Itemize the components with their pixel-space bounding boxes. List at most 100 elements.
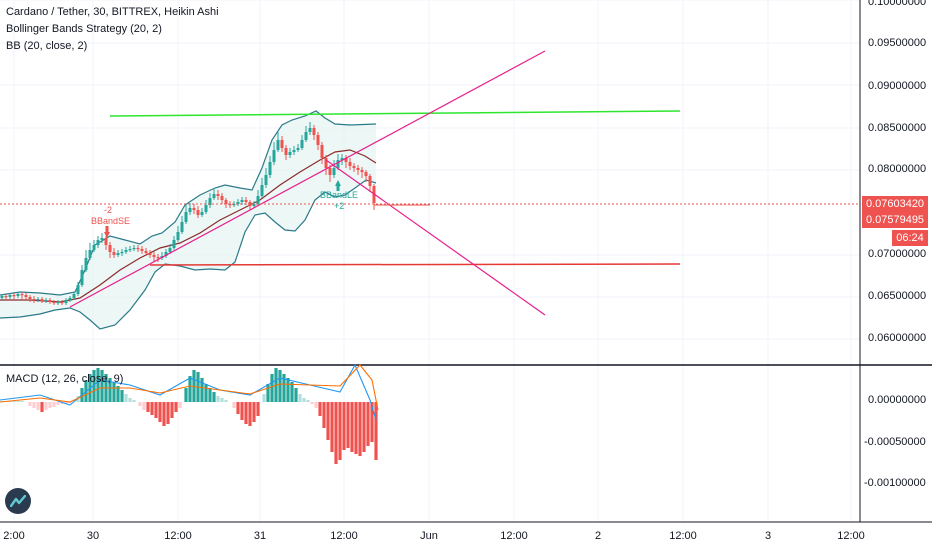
candle-body bbox=[60, 302, 64, 304]
candle-body bbox=[320, 145, 324, 158]
macd-axis-label: -0.00100000 bbox=[864, 477, 926, 489]
macd-histogram-bar bbox=[326, 402, 330, 440]
candle-body bbox=[80, 270, 84, 285]
candle-body bbox=[72, 294, 76, 298]
macd-histogram-bar bbox=[252, 402, 256, 422]
candle-body bbox=[12, 295, 16, 297]
candle-body bbox=[168, 248, 172, 252]
candle-body bbox=[352, 166, 356, 168]
candle-body bbox=[132, 248, 136, 250]
macd-histogram-bar bbox=[322, 402, 326, 428]
candle-body bbox=[140, 249, 144, 251]
current-price-badge: 0.07603420 bbox=[862, 196, 928, 212]
candle-body bbox=[192, 208, 196, 210]
macd-histogram-bar bbox=[16, 401, 20, 402]
macd-histogram-bar bbox=[282, 374, 286, 402]
candle-body bbox=[356, 168, 360, 170]
candle-body bbox=[228, 204, 232, 206]
macd-histogram-bar bbox=[154, 402, 158, 418]
macd-histogram-bar bbox=[158, 402, 162, 422]
candle-body bbox=[208, 198, 212, 205]
candle-body bbox=[116, 253, 120, 255]
time-axis-label: Jun bbox=[420, 530, 438, 542]
candle-body bbox=[48, 300, 52, 302]
macd-histogram-bar bbox=[256, 402, 260, 416]
macd-histogram-bar bbox=[290, 382, 294, 402]
macd-axis-label: -0.00050000 bbox=[864, 436, 926, 448]
countdown-badge: 06:24 bbox=[892, 230, 928, 246]
trend-line-down bbox=[325, 159, 546, 316]
candle-body bbox=[364, 172, 368, 176]
macd-histogram-bar bbox=[310, 402, 314, 404]
candle-body bbox=[252, 204, 256, 206]
candle-body bbox=[244, 200, 248, 202]
macd-histogram-bar bbox=[108, 378, 112, 402]
tradingview-logo-icon[interactable] bbox=[5, 488, 31, 514]
time-axis-label: 30 bbox=[86, 530, 100, 542]
price-axis-label: 0.09000000 bbox=[868, 80, 927, 92]
candle-body bbox=[296, 148, 300, 150]
macd-histogram-bar bbox=[240, 402, 244, 420]
candle-body bbox=[340, 158, 344, 160]
macd-histogram-bar bbox=[350, 402, 354, 452]
strategy-legend[interactable]: Bollinger Bands Strategy (20, 2) bbox=[6, 23, 162, 35]
candle-body bbox=[216, 194, 220, 196]
macd-histogram-bar bbox=[366, 402, 370, 446]
candle-body bbox=[272, 150, 276, 162]
candle-body bbox=[288, 152, 292, 155]
candle-body bbox=[156, 257, 160, 259]
candle-body bbox=[204, 205, 208, 212]
macd-histogram-bar bbox=[298, 394, 302, 402]
price-axis-label-top: 0.10000000 bbox=[868, 0, 927, 8]
candle-body bbox=[124, 250, 128, 252]
macd-legend[interactable]: MACD (12, 26, close, 9) bbox=[6, 373, 124, 385]
candle-body bbox=[104, 238, 108, 245]
candle-body bbox=[232, 204, 236, 206]
macd-histogram-bar bbox=[342, 402, 346, 450]
candle-body bbox=[224, 200, 228, 204]
candle-body bbox=[112, 252, 116, 255]
macd-histogram-bar bbox=[166, 402, 170, 424]
macd-signal-line bbox=[0, 364, 379, 411]
bb-legend[interactable]: BB (20, close, 2) bbox=[6, 40, 88, 52]
symbol-legend[interactable]: Cardano / Tether, 30, BITTREX, Heikin As… bbox=[6, 6, 219, 18]
macd-histogram-bar bbox=[362, 402, 366, 452]
candle-body bbox=[328, 168, 332, 175]
candle-body bbox=[260, 185, 264, 196]
time-axis-label: 12:00 bbox=[164, 530, 192, 542]
macd-histogram-bar bbox=[128, 398, 132, 402]
macd-histogram-bar bbox=[146, 402, 150, 412]
macd-histogram-bar bbox=[184, 388, 188, 402]
macd-histogram-bar bbox=[232, 402, 236, 408]
candle-body bbox=[284, 148, 288, 155]
macd-histogram-bar bbox=[262, 394, 266, 402]
macd-histogram-bar bbox=[56, 402, 60, 405]
macd-histogram-bar bbox=[338, 402, 342, 460]
macd-histogram-bar bbox=[370, 402, 374, 442]
macd-histogram-bar bbox=[28, 402, 32, 406]
candle-body bbox=[8, 295, 12, 297]
bb-basis-line bbox=[0, 149, 377, 303]
candle-body bbox=[164, 252, 168, 256]
candle-body bbox=[348, 162, 352, 166]
long-signal-arrow-icon bbox=[335, 180, 341, 191]
macd-histogram-bar bbox=[220, 398, 224, 402]
macd-histogram-bar bbox=[358, 402, 362, 456]
macd-histogram-bar bbox=[112, 382, 116, 402]
candle-body bbox=[188, 208, 192, 212]
time-axis-label: 3 bbox=[764, 530, 772, 542]
price-axis-label: 0.09500000 bbox=[868, 37, 927, 49]
macd-histogram-bar bbox=[294, 388, 298, 402]
trend-line-up bbox=[69, 50, 546, 308]
candle-body bbox=[32, 299, 36, 301]
macd-histogram-bar bbox=[330, 402, 334, 452]
time-axis-label: 12:00 bbox=[330, 530, 358, 542]
macd-histogram-bar bbox=[200, 378, 204, 402]
macd-histogram-bar bbox=[116, 386, 120, 402]
candle-body bbox=[44, 300, 48, 302]
macd-histogram-bar bbox=[346, 402, 350, 448]
macd-histogram-bar bbox=[270, 374, 274, 402]
candle-body bbox=[64, 300, 68, 303]
long-signal-qty: +2 bbox=[334, 201, 345, 211]
